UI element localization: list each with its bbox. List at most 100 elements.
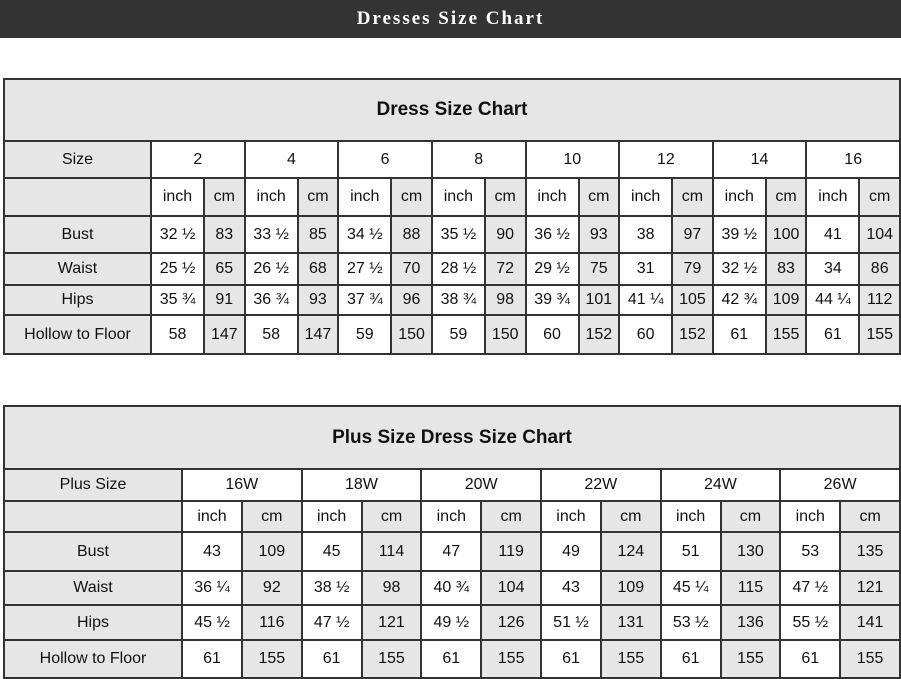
unit-inch: inch [659, 500, 722, 533]
measurement-row: Bust 32 ½ 83 33 ½ 85 34 ½ 88 35 ½ 90 36 ½ 93 38 97 39… [3, 215, 901, 254]
cm-value: 136 [719, 604, 782, 641]
cm-value: 72 [483, 252, 527, 286]
size-header: 16W [181, 468, 303, 502]
unit-inch: inch [420, 500, 483, 533]
unit-inch: inch [524, 177, 580, 217]
inch-value: 43 [539, 570, 602, 606]
inch-value: 61 [300, 639, 363, 679]
cm-value: 93 [296, 284, 340, 316]
inch-value: 37 ¾ [337, 284, 393, 316]
cm-value: 109 [764, 284, 808, 316]
measurement-row: Hips 45 ½ 116 47 ½ 121 49 ½ 126 51 ½ 131 53 ½ 136 5… [3, 604, 901, 641]
cm-value: 141 [839, 604, 901, 641]
inch-value: 25 ½ [150, 252, 205, 286]
size-header: 8 [430, 140, 527, 179]
inch-value: 35 ½ [430, 215, 486, 254]
measurement-row: Hollow to Floor 58 147 58 147 59 150 59 150 60 152… [3, 314, 901, 355]
inch-value: 53 [779, 531, 842, 572]
unit-inch: inch [150, 177, 205, 217]
cm-value: 109 [241, 531, 303, 572]
cm-value: 86 [858, 252, 901, 286]
unit-cm: cm [764, 177, 808, 217]
chart-title: Dress Size Chart [2, 78, 901, 142]
cm-value: 79 [671, 252, 714, 286]
cm-value: 114 [360, 531, 423, 572]
inch-value: 28 ½ [430, 252, 486, 286]
inch-value: 58 [243, 314, 299, 355]
cm-value: 109 [599, 570, 662, 606]
inch-value: 59 [337, 314, 393, 355]
cm-value: 98 [360, 570, 423, 606]
inch-value: 45 ½ [181, 604, 243, 641]
inch-value: 61 [711, 314, 767, 355]
unit-inch: inch [711, 177, 767, 217]
cm-value: 119 [480, 531, 542, 572]
inch-value: 27 ½ [337, 252, 393, 286]
unit-cm: cm [390, 177, 433, 217]
inch-value: 51 ½ [539, 604, 602, 641]
unit-cm: cm [360, 500, 423, 533]
row-label: Hips [3, 604, 183, 641]
inch-value: 61 [181, 639, 243, 679]
inch-value: 32 ½ [711, 252, 767, 286]
inch-value: 61 [539, 639, 602, 679]
inch-value: 49 ½ [420, 604, 483, 641]
inch-value: 44 ¼ [805, 284, 861, 316]
inch-value: 41 [805, 215, 861, 254]
cm-value: 83 [203, 215, 246, 254]
size-header: 2 [150, 140, 246, 179]
inch-value: 38 [618, 215, 674, 254]
size-label: Size [3, 140, 152, 179]
inch-value: 60 [618, 314, 674, 355]
inch-value: 45 [300, 531, 363, 572]
cm-value: 88 [390, 215, 433, 254]
inch-value: 34 ½ [337, 215, 393, 254]
row-label: Waist [3, 570, 183, 606]
cm-value: 124 [599, 531, 662, 572]
inch-value: 58 [150, 314, 205, 355]
cm-value: 104 [858, 215, 901, 254]
inch-value: 61 [805, 314, 861, 355]
measurement-row: Bust 43 109 45 114 47 119 49 124 51 130 53 135 [3, 531, 901, 572]
cm-value: 155 [764, 314, 808, 355]
cm-value: 101 [577, 284, 621, 316]
title-row: Plus Size Dress Size Chart [3, 405, 901, 470]
inch-value: 61 [779, 639, 842, 679]
empty-cell [3, 177, 152, 217]
cm-value: 104 [480, 570, 542, 606]
inch-value: 47 ½ [300, 604, 363, 641]
inch-value: 32 ½ [150, 215, 205, 254]
unit-cm: cm [599, 500, 662, 533]
size-header: 4 [243, 140, 340, 179]
measurement-row: Hollow to Floor 61 155 61 155 61 155 61 155 61 155… [3, 639, 901, 679]
inch-value: 31 [618, 252, 674, 286]
row-label: Hips [3, 284, 152, 316]
row-label: Waist [3, 252, 152, 286]
inch-value: 36 ¼ [181, 570, 243, 606]
unit-inch: inch [181, 500, 243, 533]
inch-value: 39 ½ [711, 215, 767, 254]
unit-inch: inch [779, 500, 842, 533]
unit-cm: cm [719, 500, 782, 533]
inch-value: 36 ¾ [243, 284, 299, 316]
inch-value: 47 [420, 531, 483, 572]
cm-value: 93 [577, 215, 621, 254]
inch-value: 60 [524, 314, 580, 355]
size-header: 16 [805, 140, 901, 179]
size-header: 18W [300, 468, 423, 502]
cm-value: 152 [577, 314, 621, 355]
row-label: Hollow to Floor [3, 314, 152, 355]
cm-value: 100 [764, 215, 808, 254]
title-row: Dress Size Chart [2, 78, 901, 142]
inch-value: 45 ¼ [659, 570, 722, 606]
plus-size-table: Plus Size Dress Size Chart Plus Size 16W 18… [3, 405, 901, 679]
cm-value: 112 [858, 284, 901, 316]
cm-value: 152 [671, 314, 714, 355]
size-header: 24W [659, 468, 782, 502]
cm-value: 121 [360, 604, 423, 641]
inch-value: 34 [805, 252, 861, 286]
inch-value: 43 [181, 531, 243, 572]
cm-value: 150 [483, 314, 527, 355]
inch-value: 38 ½ [300, 570, 363, 606]
